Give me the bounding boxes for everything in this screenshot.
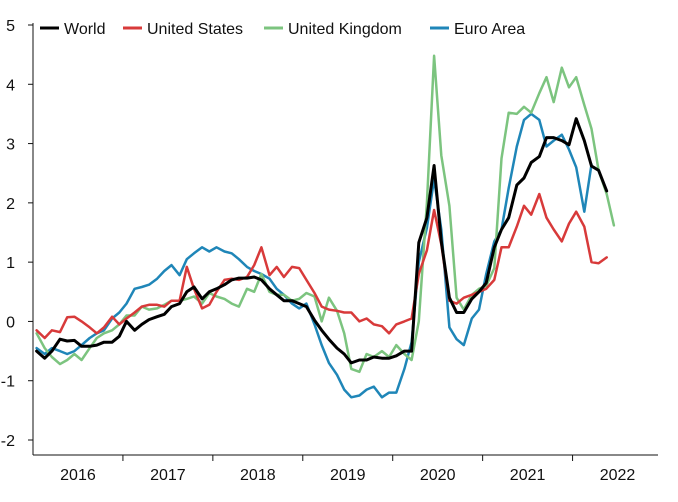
plot-lines xyxy=(35,54,616,399)
legend-item: World xyxy=(40,21,106,38)
legend-item: United States xyxy=(123,21,243,38)
x-tick-label: 2018 xyxy=(240,467,276,484)
y-tick-label: 0 xyxy=(6,314,15,331)
x-axis-ticks: 2016 2017 2018 2019 2020 2021 2022 xyxy=(60,455,635,484)
x-tick-label: 2019 xyxy=(330,467,366,484)
series-line-united-kingdom xyxy=(35,54,616,374)
y-axis-ticks: -2 -1 0 1 2 3 4 5 xyxy=(1,18,33,450)
legend: World United States United Kingdom Euro Are… xyxy=(40,21,525,38)
x-tick-label: 2022 xyxy=(600,467,636,484)
series-line-euro-area xyxy=(35,112,593,399)
series-line-united-states xyxy=(35,192,608,340)
legend-label: Euro Area xyxy=(454,21,525,38)
y-tick-label: -2 xyxy=(1,433,15,450)
y-tick-label: -1 xyxy=(1,374,15,391)
axes xyxy=(32,23,658,456)
y-tick-label: 5 xyxy=(6,18,15,35)
series-line-world xyxy=(35,117,609,365)
x-tick-label: 2021 xyxy=(510,467,546,484)
x-tick-label: 2020 xyxy=(420,467,456,484)
legend-label: World xyxy=(64,21,106,38)
legend-label: United States xyxy=(147,21,243,38)
y-tick-label: 2 xyxy=(6,196,15,213)
x-tick-label: 2016 xyxy=(60,467,96,484)
y-tick-label: 3 xyxy=(6,137,15,154)
y-tick-label: 4 xyxy=(6,77,15,94)
legend-item: Euro Area xyxy=(430,21,525,38)
x-tick-label: 2017 xyxy=(150,467,186,484)
legend-item: United Kingdom xyxy=(264,21,402,38)
y-tick-label: 1 xyxy=(6,255,15,272)
legend-label: United Kingdom xyxy=(288,21,402,38)
